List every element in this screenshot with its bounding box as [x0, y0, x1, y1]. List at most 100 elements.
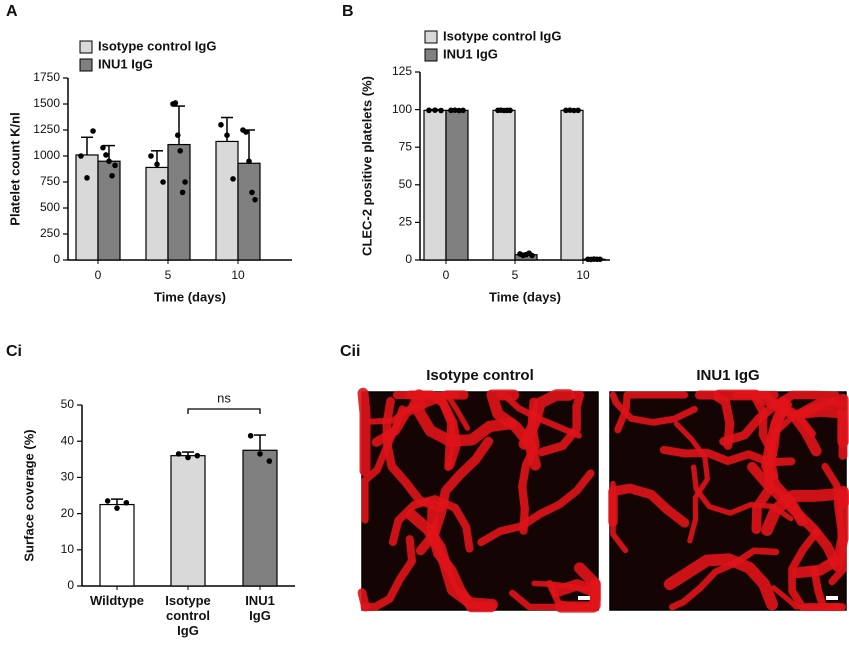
legend-swatch: [424, 48, 438, 62]
data-point: [104, 498, 111, 504]
vessel: [496, 391, 582, 439]
bar: [492, 109, 516, 261]
data-point: [224, 132, 230, 138]
bar: [99, 503, 135, 587]
data-point: [257, 451, 263, 457]
data-point: [460, 107, 466, 114]
x-tick-label: 10: [576, 268, 590, 282]
y-axis-label: CLEC-2 positive platelets (%): [359, 76, 374, 256]
data-point: [247, 432, 254, 439]
data-point: [160, 179, 166, 185]
annotation: ns: [217, 390, 231, 405]
data-point: [114, 505, 120, 511]
data-point: [179, 189, 186, 196]
panel-label: B: [342, 3, 354, 20]
data-point: [109, 172, 115, 179]
data-point: [249, 189, 255, 196]
y-tick-label: 750: [40, 174, 60, 188]
x-tick-label: 0: [443, 268, 450, 282]
vessel: [673, 421, 710, 544]
vessel: [361, 535, 416, 611]
data-point: [597, 256, 603, 263]
y-tick-label: 25: [399, 215, 413, 229]
data-point: [529, 252, 535, 259]
data-point: [90, 128, 96, 134]
image-title: Isotype control: [426, 367, 534, 384]
data-point: [174, 132, 181, 138]
vessel: [550, 579, 601, 606]
vessel: [690, 464, 794, 522]
data-point: [182, 179, 188, 185]
data-point: [84, 175, 90, 181]
x-tick-label: 5: [512, 268, 519, 282]
bar: [215, 140, 239, 261]
bar: [423, 109, 447, 261]
y-tick-label: 50: [61, 397, 75, 411]
x-tick-label: Wildtype: [90, 593, 144, 608]
y-axis-label: Platelet count K/nl: [7, 112, 22, 225]
vessel: [749, 390, 779, 459]
vessel: [659, 445, 796, 467]
bar: [242, 449, 278, 587]
data-point: [175, 451, 182, 457]
legend-label: Isotype control IgG: [98, 38, 216, 53]
data-point: [103, 152, 109, 158]
legend-swatch: [79, 58, 93, 72]
y-tick-label: 30: [61, 470, 75, 484]
y-tick-label: 0: [53, 252, 60, 266]
x-tick-label: 10: [231, 268, 245, 282]
micrograph: [608, 389, 849, 611]
x-tick-label: 5: [165, 268, 172, 282]
vessel: [609, 391, 698, 426]
data-point: [243, 129, 249, 135]
bar: [560, 109, 584, 261]
legend-swatch: [424, 30, 438, 44]
y-tick-label: 125: [392, 64, 412, 78]
vessel: [719, 390, 840, 446]
data-point: [154, 161, 160, 168]
legend-label: Isotype control IgG: [443, 28, 561, 43]
y-tick-label: 1000: [33, 148, 60, 162]
vessel: [669, 547, 780, 611]
vessel: [413, 389, 517, 447]
data-point: [246, 158, 252, 164]
vessel: [357, 387, 371, 477]
vessel: [694, 390, 735, 450]
y-tick-label: 500: [40, 200, 60, 214]
y-tick-label: 10: [61, 542, 75, 556]
data-point: [456, 107, 462, 114]
data-point: [123, 499, 130, 506]
vessel: [788, 528, 847, 611]
bar: [167, 143, 191, 261]
data-point: [452, 107, 458, 114]
data-point: [112, 162, 118, 169]
y-tick-label: 0: [405, 252, 412, 266]
panel-label: Cii: [340, 343, 360, 360]
y-tick-label: 100: [392, 102, 412, 116]
bar: [170, 455, 206, 587]
data-point: [432, 107, 438, 114]
data-point: [438, 107, 444, 114]
vessel: [537, 390, 585, 457]
legend-label: INU1 IgG: [98, 56, 153, 71]
data-point: [507, 107, 513, 114]
vessel: [792, 490, 849, 579]
legend-swatch: [79, 40, 93, 54]
vessel: [518, 389, 575, 450]
panel-label: A: [6, 3, 18, 20]
y-tick-label: 75: [399, 139, 413, 153]
image-title: INU1 IgG: [696, 367, 759, 384]
data-point: [78, 153, 84, 159]
vessel: [608, 483, 690, 528]
data-point: [266, 458, 273, 464]
scale-bar: [578, 596, 590, 600]
data-point: [100, 144, 106, 151]
x-tick-label: INU1 IgG: [245, 593, 275, 623]
bar: [237, 162, 261, 261]
data-point: [106, 158, 112, 164]
x-tick-label: Isotype control IgG: [165, 593, 211, 638]
legend-label: INU1 IgG: [443, 46, 498, 61]
vessel: [388, 495, 474, 553]
data-point: [230, 176, 236, 182]
